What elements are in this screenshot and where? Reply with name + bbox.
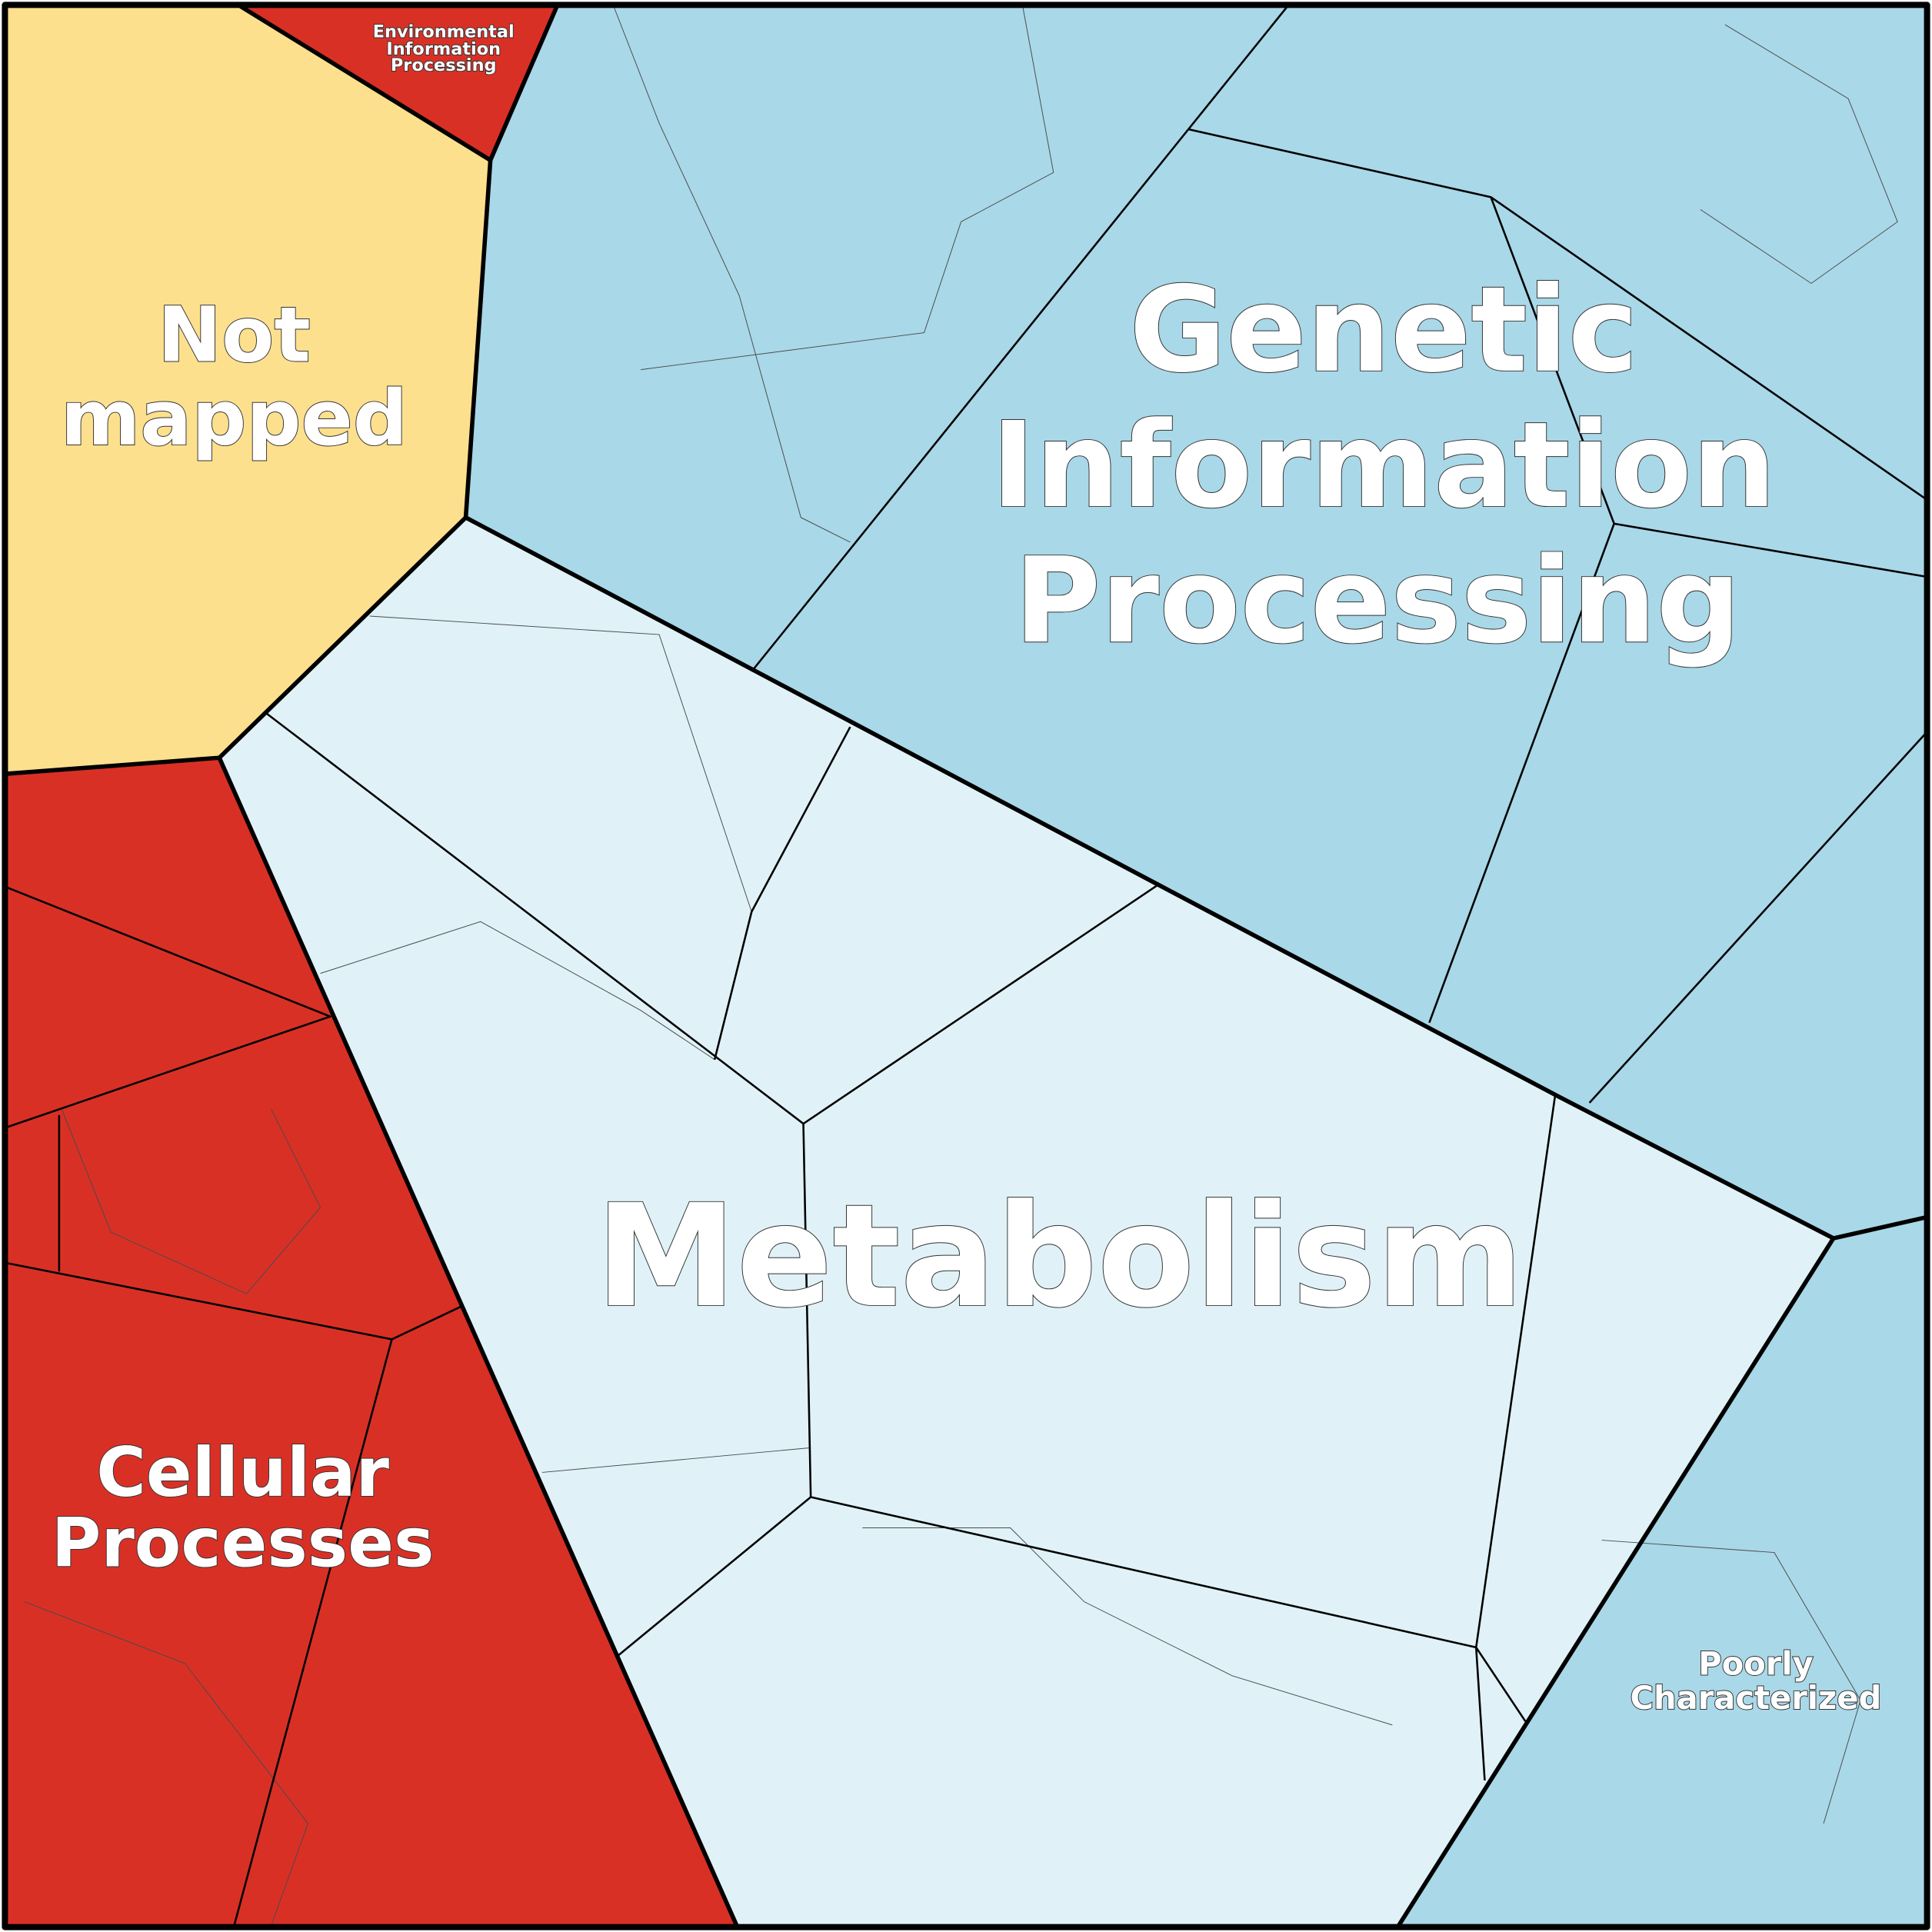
cell-edge bbox=[541, 1447, 811, 1473]
region-metabolism bbox=[219, 517, 1834, 1926]
cell-edge bbox=[369, 615, 752, 912]
label: Metabolism bbox=[595, 1174, 1524, 1339]
sub-boundaries bbox=[5, 5, 1927, 1927]
border bbox=[1396, 1237, 1836, 1927]
group-edge bbox=[1474, 1647, 1486, 1781]
label: Information bbox=[386, 39, 501, 59]
regions bbox=[6, 6, 1926, 1926]
cell-edge bbox=[613, 5, 851, 543]
border bbox=[5, 160, 493, 776]
group-edge bbox=[615, 1496, 811, 1658]
cell-edge bbox=[24, 1601, 309, 1927]
label: Characterized bbox=[1630, 1679, 1881, 1717]
cell-edge bbox=[1601, 1540, 1861, 1824]
labels: Not mapped Environmental Information Pro… bbox=[51, 22, 1882, 1717]
group-edge bbox=[1475, 1647, 1527, 1722]
label: Processes bbox=[52, 1503, 435, 1582]
region-cellular bbox=[6, 758, 738, 1926]
border bbox=[217, 757, 739, 1927]
label: Information bbox=[991, 397, 1776, 535]
region-poorly bbox=[1398, 1217, 1926, 1926]
cell-edge bbox=[320, 921, 715, 1061]
label: Environmental bbox=[373, 22, 515, 42]
group-edge bbox=[233, 1339, 393, 1927]
cell-edge bbox=[1700, 24, 1898, 285]
group-edge bbox=[713, 726, 851, 1061]
region-not-mapped bbox=[6, 6, 491, 774]
label: Genetic bbox=[1129, 261, 1638, 399]
label: Poorly bbox=[1698, 1644, 1814, 1682]
label: Cellular bbox=[96, 1433, 389, 1512]
group-edge bbox=[5, 886, 334, 1129]
region-environmental bbox=[240, 6, 558, 161]
cell-edge bbox=[61, 1108, 321, 1294]
label: Not bbox=[158, 291, 311, 379]
border bbox=[465, 515, 1927, 1241]
region-genetic bbox=[465, 6, 1926, 1239]
group-edge bbox=[1588, 732, 1927, 1104]
label: mapped bbox=[61, 375, 408, 463]
group-edge bbox=[1188, 128, 1616, 1024]
group-edge bbox=[802, 1096, 1557, 1649]
cell-edge bbox=[640, 5, 1054, 371]
label: Processing bbox=[391, 55, 497, 75]
group-edge bbox=[751, 5, 1289, 672]
group-edge bbox=[1490, 196, 1927, 500]
label: Processing bbox=[1014, 532, 1741, 670]
cell-edge bbox=[862, 1527, 1393, 1726]
group-edge bbox=[1614, 522, 1927, 578]
